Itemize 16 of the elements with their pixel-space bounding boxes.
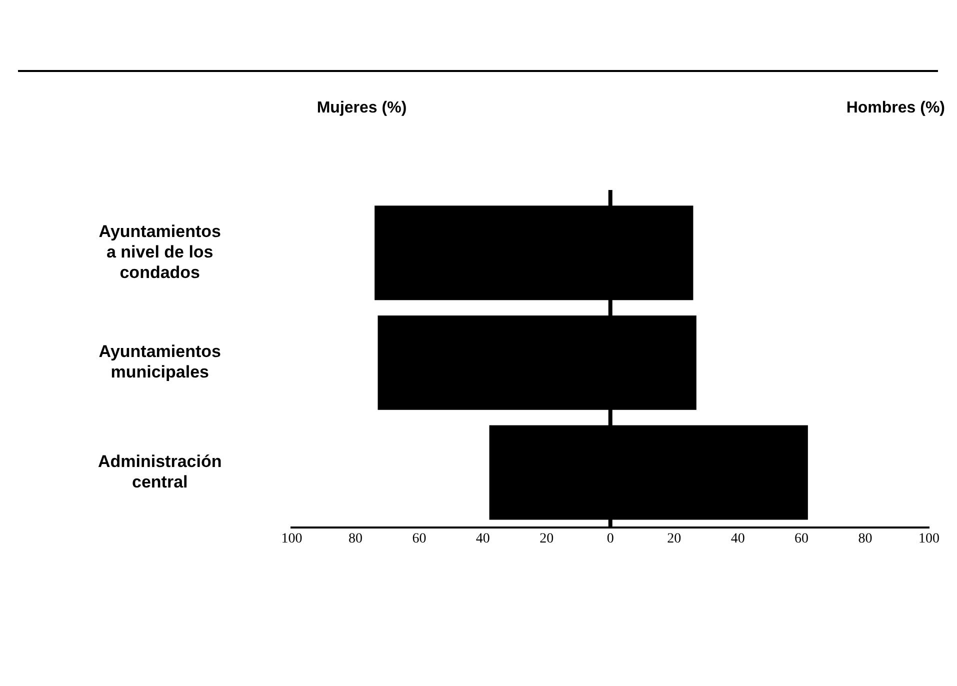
x-tick-label: 100: [918, 531, 940, 546]
y-tick-label: Administración central: [98, 452, 222, 492]
x-tick-label: 100: [281, 531, 302, 546]
x-tick-label: 60: [794, 531, 809, 546]
y-tick-label: Ayuntamientos a nivel de los condados: [98, 222, 221, 282]
x-tick-label: 80: [858, 531, 872, 546]
x-tick-label: 20: [667, 531, 682, 546]
x-tick-label: 40: [476, 531, 490, 546]
x-tick-label: 0: [606, 531, 614, 546]
text: Hombres (%): [846, 99, 945, 116]
x-tick-label: 60: [412, 531, 426, 546]
y-tick-label: Ayuntamientos municipales: [98, 342, 221, 382]
text: Mujeres (%): [316, 99, 407, 116]
x-tick-label: 80: [348, 531, 362, 546]
x-tick-label: 20: [540, 531, 554, 546]
x-tick-label: 40: [730, 531, 745, 546]
